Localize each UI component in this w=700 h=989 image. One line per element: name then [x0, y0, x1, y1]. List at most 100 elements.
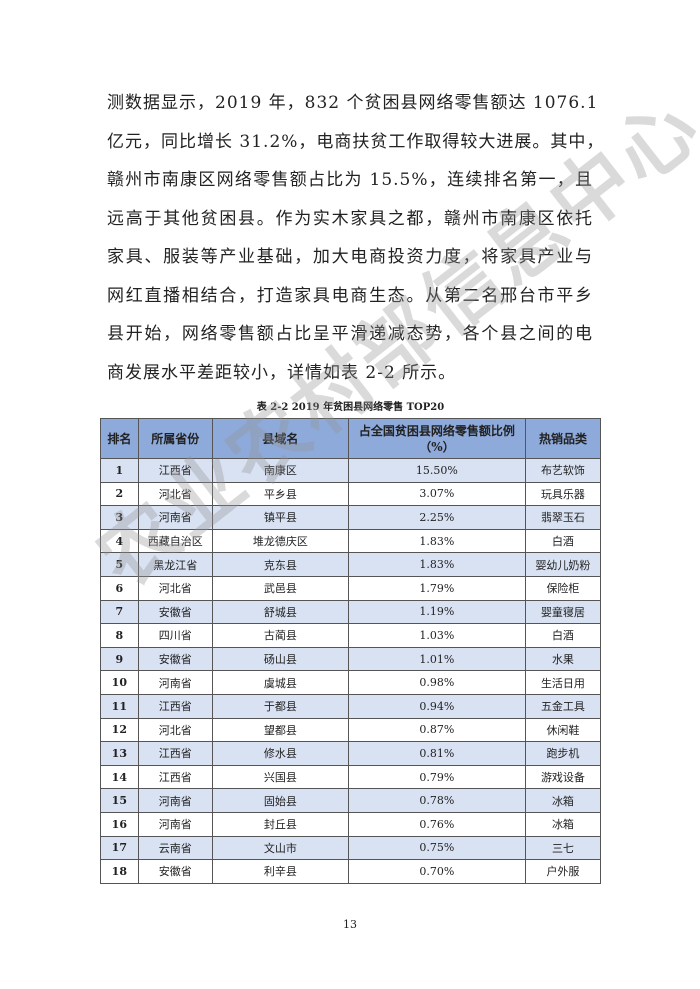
county-cell: 固始县 [211, 788, 349, 813]
county-cell: 平乡县 [211, 481, 349, 507]
table-row: 5 黑龙江省 克东县 1.83% 婴幼儿奶粉 [100, 552, 602, 577]
category-cell: 休闲鞋 [524, 717, 602, 743]
table-header-row: 排名 所属省份 县域名 占全国贫困县网络零售额比例（%） 热销品类 [100, 418, 602, 459]
province-cell: 四川省 [137, 623, 213, 648]
county-cell: 克东县 [211, 552, 349, 577]
province-cell: 河北省 [137, 575, 213, 601]
province-cell: 西藏自治区 [137, 528, 213, 554]
category-cell: 白酒 [524, 623, 602, 648]
rank-cell: 5 [100, 552, 139, 577]
table-row: 16 河南省 封丘县 0.76% 冰箱 [100, 811, 602, 837]
province-cell: 江西省 [137, 693, 213, 719]
category-cell: 保险柜 [524, 575, 602, 601]
county-cell: 舒城县 [211, 599, 349, 625]
rank-cell: 12 [100, 717, 139, 743]
category-cell: 五金工具 [524, 693, 602, 719]
county-cell: 文山市 [211, 835, 349, 861]
paragraph-line: 赣州市南康区网络零售额占比为 15.5%，连续排名第一，且 [107, 170, 593, 190]
table-row: 11 江西省 于都县 0.94% 五金工具 [100, 693, 602, 719]
table-row: 10 河南省 虞城县 0.98% 生活日用 [100, 670, 602, 695]
rank-cell: 7 [100, 599, 139, 625]
province-cell: 河南省 [137, 670, 213, 695]
category-cell: 水果 [524, 646, 602, 672]
county-cell: 古蔺县 [211, 623, 349, 648]
county-cell: 于都县 [211, 693, 349, 719]
rank-cell: 18 [100, 859, 139, 884]
share-cell: 0.70% [347, 859, 526, 884]
share-cell: 0.81% [347, 741, 526, 766]
share-cell: 0.76% [347, 811, 526, 837]
header-share: 占全国贫困县网络零售额比例（%） [347, 418, 526, 459]
share-cell: 1.79% [347, 575, 526, 601]
category-cell: 婴幼儿奶粉 [524, 552, 602, 577]
province-cell: 河北省 [137, 717, 213, 743]
share-cell: 1.01% [347, 646, 526, 672]
body-paragraph: 测数据显示，2019 年，832 个贫困县网络零售额达 1076.1 亿元，同比增… [107, 88, 605, 396]
rank-cell: 10 [100, 670, 139, 695]
category-cell: 户外服 [524, 859, 602, 884]
category-cell: 冰箱 [524, 788, 602, 813]
province-cell: 安徽省 [137, 599, 213, 625]
category-cell: 玩具乐器 [524, 481, 602, 507]
county-cell: 南康区 [211, 458, 349, 483]
paragraph-line: 远高于其他贫困县。作为实木家具之都，赣州市南康区依托 [107, 208, 593, 229]
province-cell: 云南省 [137, 835, 213, 861]
paragraph-line: 县开始，网络零售额占比呈平滑递减态势，各个县之间的电 [107, 324, 593, 344]
table-row: 1 江西省 南康区 15.50% 布艺软饰 [100, 458, 602, 483]
share-cell: 3.07% [347, 481, 526, 507]
province-cell: 安徽省 [137, 646, 213, 672]
header-county: 县域名 [211, 418, 349, 459]
header-rank: 排名 [100, 418, 139, 459]
rank-cell: 13 [100, 741, 139, 766]
paragraph-line: 商发展水平差距较小，详情如表 2-2 所示。 [107, 362, 457, 383]
province-cell: 江西省 [137, 764, 213, 790]
county-cell: 堆龙德庆区 [211, 528, 349, 554]
county-cell: 砀山县 [211, 646, 349, 672]
table-caption: 表 2-2 2019 年贫困县网络零售 TOP20 [256, 402, 445, 413]
share-cell: 15.50% [347, 458, 526, 483]
page-number: 13 [343, 918, 357, 931]
share-cell: 1.03% [347, 623, 526, 648]
share-cell: 1.83% [347, 552, 526, 577]
category-cell: 游戏设备 [524, 764, 602, 790]
share-cell: 0.75% [347, 835, 526, 861]
paragraph-line: 网红直播相结合，打造家具电商生态。从第二名邢台市平乡 [107, 285, 593, 306]
rank-cell: 15 [100, 788, 139, 813]
table-row: 8 四川省 古蔺县 1.03% 白酒 [100, 623, 602, 648]
rank-cell: 14 [100, 764, 139, 790]
table-row: 13 江西省 修水县 0.81% 跑步机 [100, 741, 602, 766]
table-row: 2 河北省 平乡县 3.07% 玩具乐器 [100, 481, 602, 507]
province-cell: 江西省 [137, 741, 213, 766]
paragraph-line: 家具、服装等产业基础，加大电商投资力度，将家具产业与 [107, 247, 593, 267]
share-cell: 0.94% [347, 693, 526, 719]
category-cell: 婴童寝居 [524, 599, 602, 625]
county-cell: 望都县 [211, 717, 349, 743]
share-cell: 0.98% [347, 670, 526, 695]
top20-table: 排名 所属省份 县域名 占全国贫困县网络零售额比例（%） 热销品类 1 江西省 南康… [100, 418, 602, 884]
table-row: 15 河南省 固始县 0.78% 冰箱 [100, 788, 602, 813]
table-row: 7 安徽省 舒城县 1.19% 婴童寝居 [100, 599, 602, 625]
category-cell: 白酒 [524, 528, 602, 554]
share-cell: 1.83% [347, 528, 526, 554]
county-cell: 虞城县 [211, 670, 349, 695]
rank-cell: 17 [100, 835, 139, 861]
county-cell: 兴国县 [211, 764, 349, 790]
share-cell: 2.25% [347, 505, 526, 530]
paragraph-line: 测数据显示，2019 年，832 个贫困县网络零售额达 1076.1 [107, 93, 599, 113]
table-row: 4 西藏自治区 堆龙德庆区 1.83% 白酒 [100, 528, 602, 554]
rank-cell: 9 [100, 646, 139, 672]
county-cell: 武邑县 [211, 575, 349, 601]
share-cell: 0.78% [347, 788, 526, 813]
province-cell: 黑龙江省 [137, 552, 213, 577]
paragraph-line: 亿元，同比增长 31.2%，电商扶贫工作取得较大进展。其中， [107, 131, 605, 152]
share-cell: 1.19% [347, 599, 526, 625]
rank-cell: 3 [100, 505, 139, 530]
province-cell: 安徽省 [137, 859, 213, 884]
table-row: 9 安徽省 砀山县 1.01% 水果 [100, 646, 602, 672]
rank-cell: 1 [100, 458, 139, 483]
province-cell: 河南省 [137, 788, 213, 813]
share-cell: 0.79% [347, 764, 526, 790]
rank-cell: 2 [100, 481, 139, 507]
category-cell: 布艺软饰 [524, 458, 602, 483]
county-cell: 利辛县 [211, 859, 349, 884]
